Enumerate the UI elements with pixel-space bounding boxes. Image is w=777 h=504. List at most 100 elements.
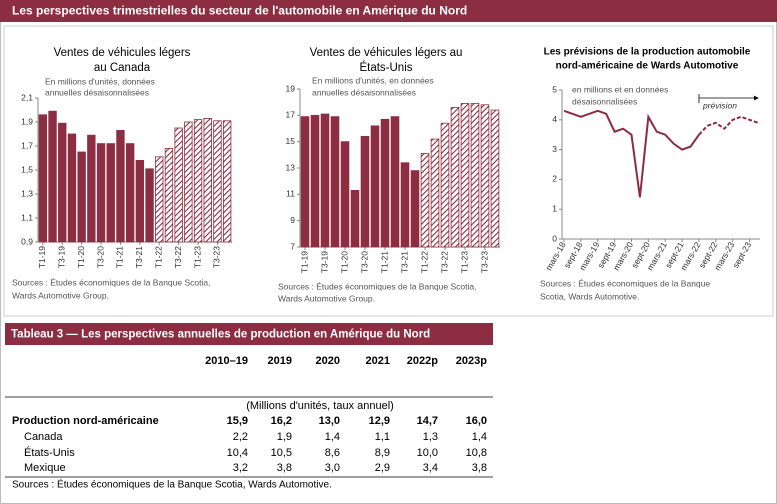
table-cell: 8,9 [375,447,390,459]
y-tick-label: 7 [290,241,295,251]
chart-subtitle: annuelles désaisonnalisées [45,87,149,97]
column-header: 2023p [456,355,487,367]
chart-subtitle: annuelles désaisonnalisées [312,87,416,97]
table-cell: 15,9 [227,415,248,427]
bar [440,122,450,248]
y-tick-label: 11 [286,189,295,199]
table-banner [5,323,493,345]
bar [125,143,135,243]
bar [58,122,67,243]
chart-subtitle: En millions d'unités, données [45,76,155,86]
bar [164,147,174,243]
y-tick-label: 1,5 [21,164,33,174]
chart-title: Ventes de véhicules légers [54,47,191,59]
chart-subtitle: en millions et en données [572,84,668,94]
y-tick-label: 0,9 [21,236,33,246]
table-title: Tableau 3 — Les perspectives annuelles d… [11,329,430,341]
chart-source: Sources : Études économiques de la Banqu… [278,281,476,291]
bar [116,129,125,243]
table-cell: 1,3 [423,431,438,443]
table-cell: 1,4 [472,431,487,443]
y-tick-label: 1 [552,203,557,213]
line-connector [698,125,709,136]
chart-title: États-Unis [359,61,412,74]
bar [370,125,380,248]
bar [193,119,203,243]
x-tick-label: T1-19 [299,251,309,273]
table-cell: 3,2 [233,462,248,474]
x-tick-label: T3-23 [479,251,489,273]
x-tick-label: T3-21 [399,251,409,273]
line-actual [563,109,700,198]
table-cell: 1,9 [277,431,292,443]
y-tick-label: 0 [552,233,557,243]
bar [380,118,390,248]
table-cell: 12,9 [369,415,390,427]
charts-frame [3,25,774,317]
chart-source: Sources : Études économiques de la Banqu… [12,277,210,287]
y-tick-label: 1,9 [21,116,33,126]
x-tick-label: T3-19 [57,246,67,268]
table-cell: 3,8 [472,462,487,474]
x-tick-label: T1-20 [76,246,86,268]
y-tick-label: 2 [552,174,557,184]
bar [222,120,232,243]
bar [38,114,48,243]
y-tick-label: 9 [290,215,295,225]
column-header: 2010–19 [205,355,248,367]
y-tick-label: 17 [286,110,296,120]
bar [174,127,183,243]
table-cell: 10,8 [466,447,487,459]
bar [410,170,420,248]
header-title: Les perspectives trimestrielles du secte… [12,4,467,18]
column-header: 2021 [366,355,390,367]
table-cell: 10,0 [417,447,438,459]
chart-source: Scotia, Wards Automotive. [540,291,639,301]
y-tick-label: 19 [286,83,296,93]
chart-title: nord-américaine de Wards Automotive [556,61,739,72]
y-tick-label: 5 [552,84,557,94]
x-tick-label: T1-22 [419,251,429,273]
table-cell: 8,6 [325,447,340,459]
x-tick-label: T3-23 [212,246,222,268]
x-tick-label: T3-20 [359,251,369,273]
table-cell: 16,0 [466,415,487,427]
bar [460,103,470,248]
bar [96,143,106,243]
bar [390,116,400,248]
header-banner [0,0,777,22]
bar [184,121,193,243]
bar [490,109,500,248]
bar [480,104,490,248]
chart-source: Sources : Études économiques de la Banqu… [540,278,710,288]
y-tick-label: 1,7 [21,140,33,150]
x-tick-label: T3-22 [173,246,183,268]
column-header: 2022p [407,355,438,367]
row-label: États-Unis [24,446,75,459]
table-cell: 16,2 [271,415,292,427]
bar [400,162,410,248]
x-tick-label: T3-22 [439,251,449,273]
bar [300,116,310,248]
y-tick-label: 4 [552,114,557,124]
chart-subtitle: désaisonnalisées [572,96,637,106]
bar [310,114,320,248]
column-header: 2019 [268,355,292,367]
chart-source: Wards Automotive Group. [12,290,109,300]
bar [48,110,57,243]
y-tick-label: 1,3 [21,188,33,198]
column-header: 2020 [316,355,340,367]
table-cell: 10,4 [227,447,248,459]
x-tick-label: T1-22 [154,246,164,268]
table-cell: 3,8 [277,462,292,474]
y-tick-label: 13 [286,162,296,172]
table-cell: 3,4 [423,462,438,474]
y-tick-label: 1,1 [21,212,33,222]
bar [330,116,340,248]
x-tick-label: T1-23 [192,246,202,268]
x-tick-label: T1-21 [115,246,125,268]
y-tick-label: 2,1 [21,92,33,102]
line-forecast [707,115,759,131]
x-tick-label: T1-21 [379,251,389,273]
